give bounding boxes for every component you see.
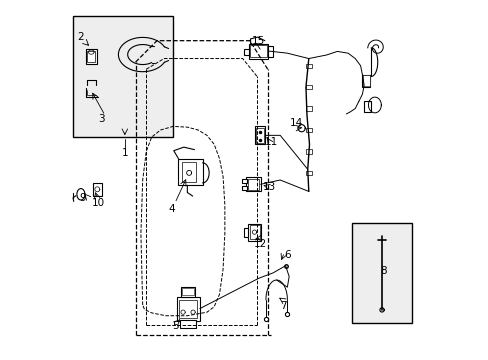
Bar bbox=[247, 224, 261, 241]
Bar bbox=[305, 128, 311, 132]
Text: 10: 10 bbox=[91, 198, 104, 208]
Bar bbox=[176, 297, 200, 321]
Text: 12: 12 bbox=[253, 239, 266, 249]
Bar bbox=[182, 288, 193, 296]
Bar bbox=[181, 287, 195, 297]
Bar bbox=[246, 177, 260, 192]
Bar bbox=[268, 46, 272, 57]
Bar bbox=[179, 300, 196, 318]
Bar bbox=[242, 186, 246, 190]
Bar bbox=[254, 126, 264, 144]
Bar bbox=[351, 223, 411, 323]
Bar bbox=[248, 44, 268, 59]
Bar bbox=[244, 49, 248, 55]
Bar bbox=[242, 179, 246, 183]
Bar bbox=[305, 107, 311, 111]
Text: 4: 4 bbox=[167, 203, 174, 213]
Text: 14: 14 bbox=[289, 118, 302, 128]
Text: 3: 3 bbox=[98, 114, 105, 124]
Text: 8: 8 bbox=[380, 266, 386, 276]
Bar bbox=[305, 64, 311, 68]
Bar bbox=[305, 171, 311, 175]
Bar bbox=[305, 85, 311, 89]
Bar bbox=[87, 51, 95, 63]
Text: 11: 11 bbox=[264, 138, 277, 148]
Text: 6: 6 bbox=[284, 250, 290, 260]
Bar bbox=[244, 228, 248, 237]
Bar bbox=[305, 149, 311, 154]
Bar bbox=[249, 225, 259, 239]
Bar bbox=[255, 128, 263, 143]
Bar bbox=[182, 162, 196, 182]
Text: 9: 9 bbox=[80, 193, 86, 203]
Bar bbox=[85, 49, 97, 64]
Text: 1: 1 bbox=[122, 148, 128, 158]
Bar bbox=[73, 16, 173, 137]
Bar bbox=[178, 158, 203, 185]
Text: 13: 13 bbox=[263, 182, 276, 192]
Text: 5: 5 bbox=[172, 321, 179, 332]
Bar bbox=[93, 183, 102, 196]
Bar bbox=[364, 102, 370, 112]
Bar bbox=[180, 320, 196, 328]
Text: 15: 15 bbox=[252, 36, 265, 46]
Bar bbox=[363, 75, 369, 86]
Bar bbox=[362, 75, 369, 87]
Text: 7: 7 bbox=[280, 301, 286, 311]
Text: 2: 2 bbox=[77, 32, 83, 42]
Bar bbox=[247, 179, 258, 190]
Bar bbox=[250, 45, 266, 57]
